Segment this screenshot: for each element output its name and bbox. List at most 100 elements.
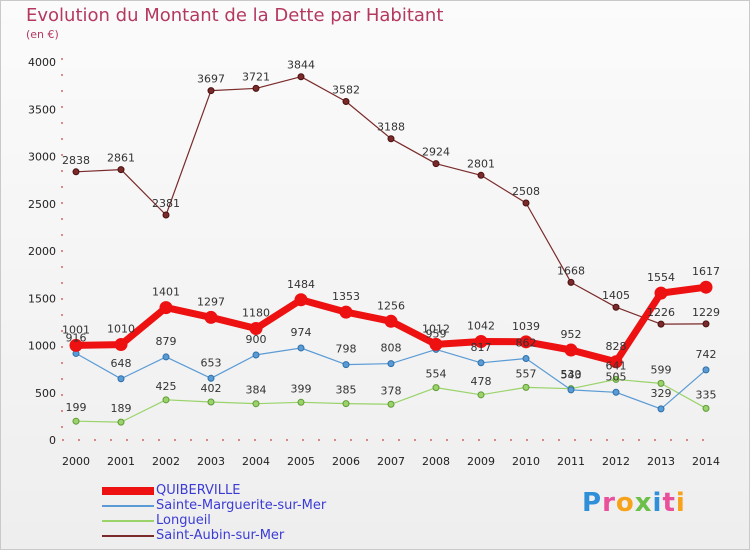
y-tick-label: 1000 — [28, 340, 56, 353]
data-label-saint-aubin-sur-mer: 2924 — [422, 146, 450, 159]
data-label-longueil: 425 — [156, 380, 177, 393]
data-point-saint-aubin-sur-mer — [117, 166, 125, 174]
y-tick-label: 4000 — [28, 56, 56, 69]
data-point-longueil — [657, 379, 665, 387]
data-point-longueil — [432, 384, 440, 392]
data-point-saint-aubin-sur-mer — [567, 278, 575, 286]
data-label-sainte-marguerite-sur-mer: 900 — [246, 333, 267, 346]
data-label-quiberville: 1042 — [467, 320, 495, 333]
data-label-longueil: 199 — [66, 401, 87, 414]
data-point-quiberville — [159, 301, 173, 315]
legend-item-sainte-marguerite[interactable]: Sainte-Marguerite-sur-Mer — [102, 498, 326, 513]
data-label-saint-aubin-sur-mer: 3721 — [242, 70, 270, 83]
data-point-sainte-marguerite-sur-mer — [657, 405, 665, 413]
data-point-saint-aubin-sur-mer — [432, 160, 440, 168]
data-label-longueil: 554 — [426, 368, 447, 381]
data-label-saint-aubin-sur-mer: 1226 — [647, 306, 675, 319]
data-point-longueil — [477, 391, 485, 399]
data-point-sainte-marguerite-sur-mer — [477, 359, 485, 367]
data-point-longueil — [297, 398, 305, 406]
data-label-quiberville: 1484 — [287, 278, 315, 291]
data-point-saint-aubin-sur-mer — [657, 320, 665, 328]
proxiti-logo: Proxiti — [582, 488, 686, 518]
data-label-sainte-marguerite-sur-mer: 798 — [336, 343, 357, 356]
data-label-quiberville: 1012 — [422, 322, 450, 335]
y-tick-label: 1500 — [28, 292, 56, 305]
x-tick-label: 2006 — [332, 455, 360, 468]
data-point-saint-aubin-sur-mer — [207, 87, 215, 95]
data-point-quiberville — [474, 335, 488, 349]
y-tick-label: 3500 — [28, 103, 56, 116]
data-label-saint-aubin-sur-mer: 3697 — [197, 73, 225, 86]
data-label-sainte-marguerite-sur-mer: 879 — [156, 335, 177, 348]
data-point-saint-aubin-sur-mer — [342, 98, 350, 106]
data-label-saint-aubin-sur-mer: 2381 — [152, 197, 180, 210]
data-point-longueil — [612, 375, 620, 383]
data-label-longueil: 402 — [201, 382, 222, 395]
data-point-saint-aubin-sur-mer — [387, 135, 395, 143]
data-point-quiberville — [429, 337, 443, 351]
legend-item-longueil[interactable]: Longueil — [102, 513, 326, 528]
legend-label-quiberville: QUIBERVILLE — [156, 483, 241, 498]
data-label-longueil: 641 — [606, 359, 627, 372]
data-label-saint-aubin-sur-mer: 3188 — [377, 121, 405, 134]
data-label-longueil: 478 — [471, 375, 492, 388]
data-label-saint-aubin-sur-mer: 3582 — [332, 84, 360, 97]
x-tick-label: 2007 — [377, 455, 405, 468]
y-tick-label: 2000 — [28, 245, 56, 258]
x-tick-label: 2014 — [692, 455, 720, 468]
data-point-longueil — [162, 396, 170, 404]
data-point-saint-aubin-sur-mer — [252, 84, 260, 92]
legend-item-saint-aubin[interactable]: Saint-Aubin-sur-Mer — [102, 528, 326, 543]
data-point-saint-aubin-sur-mer — [297, 73, 305, 81]
data-point-longueil — [387, 400, 395, 408]
legend-swatch-saint-aubin — [102, 534, 154, 537]
data-label-quiberville: 1554 — [647, 271, 675, 284]
data-point-longueil — [207, 398, 215, 406]
data-point-longueil — [252, 400, 260, 408]
data-point-quiberville — [294, 293, 308, 307]
x-tick-label: 2009 — [467, 455, 495, 468]
data-point-sainte-marguerite-sur-mer — [342, 361, 350, 369]
data-point-sainte-marguerite-sur-mer — [612, 388, 620, 396]
x-tick-label: 2011 — [557, 455, 585, 468]
series-layer — [69, 73, 713, 426]
x-tick-label: 2005 — [287, 455, 315, 468]
data-label-quiberville: 1180 — [242, 306, 270, 319]
data-label-sainte-marguerite-sur-mer: 742 — [696, 348, 717, 361]
data-point-quiberville — [654, 286, 668, 300]
legend-item-quiberville[interactable]: QUIBERVILLE — [102, 483, 326, 498]
data-point-quiberville — [69, 338, 83, 352]
data-label-saint-aubin-sur-mer: 3844 — [287, 59, 315, 72]
data-label-quiberville: 1001 — [62, 323, 90, 336]
data-label-longueil: 599 — [651, 363, 672, 376]
x-tick-label: 2008 — [422, 455, 450, 468]
legend: QUIBERVILLE Sainte-Marguerite-sur-Mer Lo… — [102, 483, 326, 543]
data-point-longueil — [342, 400, 350, 408]
data-point-quiberville — [564, 343, 578, 357]
data-point-longueil — [117, 418, 125, 426]
data-label-saint-aubin-sur-mer: 2801 — [467, 157, 495, 170]
data-point-sainte-marguerite-sur-mer — [207, 374, 215, 382]
x-tick-label: 2000 — [62, 455, 90, 468]
data-point-quiberville — [249, 321, 263, 335]
legend-label-longueil: Longueil — [156, 513, 211, 528]
data-label-sainte-marguerite-sur-mer: 817 — [471, 341, 492, 354]
y-tick-label: 500 — [35, 387, 56, 400]
data-point-saint-aubin-sur-mer — [72, 168, 80, 176]
axes: 0 500 1000 1500 2000 2500 3000 3500 4000 2000 2001… — [28, 56, 720, 468]
data-point-quiberville — [384, 314, 398, 328]
legend-label-saint-aubin: Saint-Aubin-sur-Mer — [156, 528, 285, 543]
x-tick-label: 2001 — [107, 455, 135, 468]
chart-unit-label: (en €) — [26, 28, 59, 41]
data-point-quiberville — [519, 335, 533, 349]
x-tick-label: 2004 — [242, 455, 270, 468]
data-point-sainte-marguerite-sur-mer — [567, 386, 575, 394]
data-label-saint-aubin-sur-mer: 1229 — [692, 306, 720, 319]
data-point-quiberville — [339, 305, 353, 319]
data-label-sainte-marguerite-sur-mer: 653 — [201, 356, 222, 369]
data-label-sainte-marguerite-sur-mer: 648 — [111, 357, 132, 370]
data-label-sainte-marguerite-sur-mer: 808 — [381, 342, 402, 355]
legend-swatch-sainte-marguerite — [102, 504, 154, 507]
